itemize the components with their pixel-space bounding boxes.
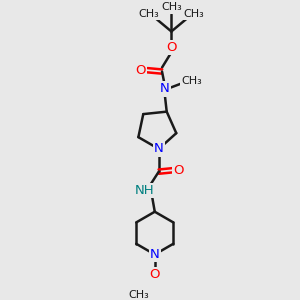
Text: N: N [150, 248, 160, 261]
Text: CH₃: CH₃ [138, 9, 159, 19]
Text: O: O [135, 64, 146, 77]
Text: CH₃: CH₃ [181, 76, 202, 86]
Text: N: N [160, 82, 169, 95]
Text: O: O [149, 268, 160, 281]
Text: NH: NH [134, 184, 154, 197]
Text: CH₃: CH₃ [128, 290, 149, 300]
Text: CH₃: CH₃ [161, 2, 182, 12]
Text: CH₃: CH₃ [184, 9, 205, 19]
Text: O: O [174, 164, 184, 177]
Text: O: O [166, 41, 177, 54]
Text: N: N [154, 142, 164, 155]
